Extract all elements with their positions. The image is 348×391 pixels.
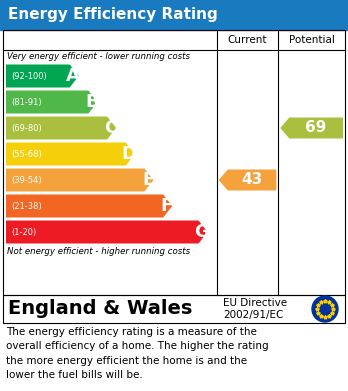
Text: Very energy efficient - lower running costs: Very energy efficient - lower running co… bbox=[7, 52, 190, 61]
Text: F: F bbox=[160, 197, 173, 215]
Text: Current: Current bbox=[228, 35, 267, 45]
Text: England & Wales: England & Wales bbox=[8, 300, 192, 319]
Text: E: E bbox=[142, 171, 154, 189]
Text: G: G bbox=[195, 223, 209, 241]
Polygon shape bbox=[6, 65, 79, 88]
Text: 43: 43 bbox=[242, 172, 263, 188]
Text: Energy Efficiency Rating: Energy Efficiency Rating bbox=[8, 7, 218, 23]
Text: EU Directive
2002/91/EC: EU Directive 2002/91/EC bbox=[223, 298, 287, 320]
Text: Potential: Potential bbox=[289, 35, 334, 45]
Polygon shape bbox=[219, 170, 276, 190]
Polygon shape bbox=[6, 142, 135, 165]
Text: C: C bbox=[104, 119, 117, 137]
Bar bbox=[0, 0, 348, 30]
Polygon shape bbox=[6, 194, 172, 217]
Polygon shape bbox=[280, 118, 343, 138]
Text: (39-54): (39-54) bbox=[11, 176, 42, 185]
Text: (21-38): (21-38) bbox=[11, 201, 42, 210]
Text: (92-100): (92-100) bbox=[11, 72, 47, 81]
Text: A: A bbox=[66, 67, 80, 85]
Polygon shape bbox=[6, 117, 116, 140]
Bar bbox=[3, 295, 345, 323]
Text: D: D bbox=[122, 145, 137, 163]
Text: 69: 69 bbox=[306, 120, 327, 136]
Polygon shape bbox=[6, 221, 207, 244]
Bar bbox=[3, 30, 345, 295]
Circle shape bbox=[312, 296, 338, 322]
Text: (55-68): (55-68) bbox=[11, 149, 42, 158]
Polygon shape bbox=[6, 90, 97, 113]
Text: B: B bbox=[85, 93, 99, 111]
Text: The energy efficiency rating is a measure of the
overall efficiency of a home. T: The energy efficiency rating is a measur… bbox=[6, 327, 269, 380]
Polygon shape bbox=[6, 169, 153, 192]
Text: (81-91): (81-91) bbox=[11, 97, 42, 106]
Text: (69-80): (69-80) bbox=[11, 124, 42, 133]
Text: Not energy efficient - higher running costs: Not energy efficient - higher running co… bbox=[7, 247, 190, 256]
Text: (1-20): (1-20) bbox=[11, 228, 36, 237]
